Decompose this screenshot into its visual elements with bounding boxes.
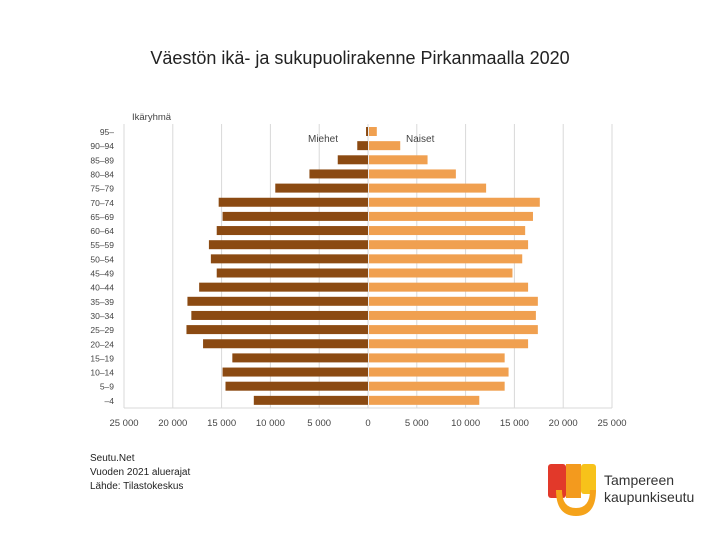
bar-men: [203, 339, 368, 349]
x-tick-label: 25 000: [109, 418, 138, 429]
y-tick-label: 30–34: [90, 311, 114, 321]
x-tick-label: 5 000: [307, 418, 331, 429]
logo-text: Tampereen kaupunkiseutu: [604, 472, 694, 506]
bar-men: [216, 268, 368, 278]
y-tick-label: 35–39: [90, 297, 114, 307]
source-line-1: Seutu.Net: [90, 453, 135, 464]
x-tick-label: 10 000: [451, 418, 480, 429]
bar-men: [186, 325, 368, 335]
x-tick-label: 25 000: [597, 418, 626, 429]
labels-layer: 95– 90–94 85–89 80–84 75–79 70–74 65–69 60–64 55…: [90, 112, 626, 429]
y-axis-title: Ikäryhmä: [132, 112, 172, 123]
y-tick-label: 5–9: [100, 382, 114, 392]
bar-women: [369, 325, 538, 335]
legend-men: Miehet: [308, 134, 338, 145]
y-tick-label: 15–19: [90, 353, 114, 363]
bar-men: [222, 211, 368, 221]
y-tick-label: –4: [105, 396, 115, 406]
x-tick-label: 15 000: [207, 418, 236, 429]
y-tick-label: 80–84: [90, 169, 114, 179]
bar-women: [369, 240, 529, 250]
bar-women: [369, 226, 526, 236]
bar-men: [210, 254, 368, 264]
bar-men: [366, 127, 368, 136]
bar-men: [309, 169, 368, 179]
bar-women: [369, 353, 505, 363]
bar-women: [369, 339, 529, 349]
legend-women: Naiset: [406, 134, 435, 145]
y-tick-label: 60–64: [90, 226, 114, 236]
bar-men: [357, 141, 368, 151]
bar-women: [369, 155, 428, 165]
bar-women: [369, 211, 533, 221]
grid-layer: [123, 124, 613, 409]
bar-women: [369, 367, 509, 377]
logo-line-1: Tampereen: [604, 472, 675, 488]
tampereen-kaupunkiseutu-logo: Tampereen kaupunkiseutu: [546, 460, 706, 518]
bar-men: [216, 226, 368, 236]
x-tick-label: 15 000: [500, 418, 529, 429]
population-pyramid-chart: 95– 90–94 85–89 80–84 75–79 70–74 65–69 60–64 55…: [90, 112, 626, 429]
bar-women: [369, 310, 536, 320]
bar-women: [369, 395, 480, 405]
bar-women: [369, 282, 529, 292]
bar-men: [275, 183, 368, 193]
y-tick-label: 65–69: [90, 212, 114, 222]
bar-women: [369, 183, 487, 193]
y-tick-label: 25–29: [90, 325, 114, 335]
y-tick-label: 75–79: [90, 184, 114, 194]
logo-line-2: kaupunkiseutu: [604, 489, 695, 505]
bar-men: [208, 240, 368, 250]
x-tick-label: 10 000: [256, 418, 285, 429]
bar-men: [187, 296, 368, 306]
x-tick-label: 5 000: [405, 418, 429, 429]
bar-men: [253, 395, 368, 405]
y-tick-label: 85–89: [90, 155, 114, 165]
source-line-3: Lähde: Tilastokeskus: [90, 481, 184, 492]
y-tick-label: 55–59: [90, 240, 114, 250]
bar-men: [225, 381, 368, 391]
bar-women: [369, 169, 456, 179]
bars-layer: [186, 127, 540, 405]
chart-title: Väestön ikä- ja sukupuolirakenne Pirkanm…: [150, 48, 570, 68]
bar-women: [369, 254, 523, 264]
y-tick-label: 10–14: [90, 368, 114, 378]
source-line-2: Vuoden 2021 aluerajat: [90, 467, 191, 478]
y-tick-label: 45–49: [90, 269, 114, 279]
bar-women: [369, 141, 401, 151]
bar-men: [232, 353, 368, 363]
x-tick-label: 20 000: [549, 418, 578, 429]
logo-mark-icon: [548, 464, 596, 516]
bar-men: [191, 310, 368, 320]
x-tick-label: 0: [365, 418, 370, 429]
bar-men: [337, 155, 368, 165]
x-tick-label: 20 000: [158, 418, 187, 429]
y-tick-label: 40–44: [90, 283, 114, 293]
y-tick-label: 95–: [100, 127, 114, 137]
y-tick-label: 90–94: [90, 141, 114, 151]
bar-men: [218, 197, 368, 207]
bar-men: [222, 367, 368, 377]
y-tick-label: 20–24: [90, 339, 114, 349]
bar-women: [369, 381, 505, 391]
y-tick-label: 50–54: [90, 254, 114, 264]
y-tick-label: 70–74: [90, 198, 114, 208]
bar-women: [369, 296, 538, 306]
bar-women: [369, 268, 513, 278]
source-note: Seutu.Net Vuoden 2021 aluerajat Lähde: T…: [90, 452, 190, 494]
bar-men: [199, 282, 368, 292]
bar-women: [369, 197, 540, 207]
bar-women: [369, 127, 377, 136]
